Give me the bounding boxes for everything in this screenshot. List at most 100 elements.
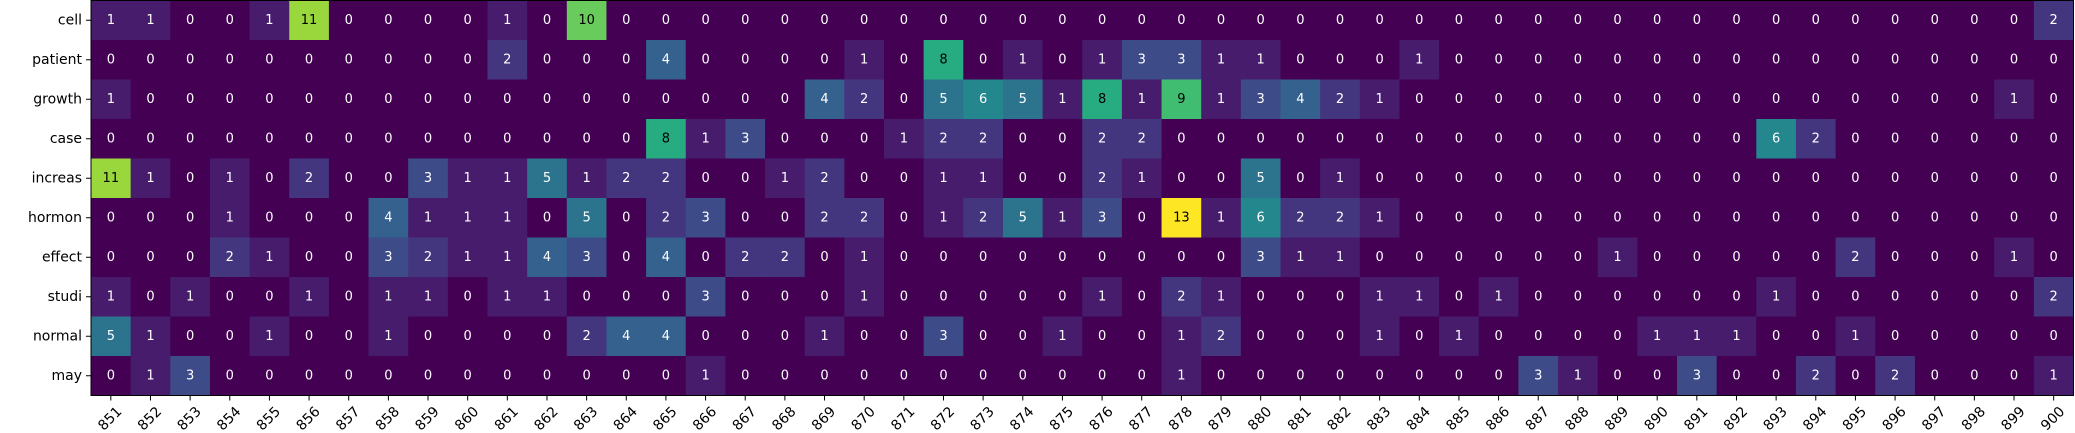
heatmap-cell-value: 0 bbox=[1970, 329, 1978, 344]
heatmap-cell-value: 0 bbox=[979, 368, 987, 383]
heatmap-cell bbox=[1359, 237, 1400, 278]
heatmap-cell bbox=[646, 0, 687, 41]
heatmap-cell bbox=[844, 277, 885, 317]
heatmap-cell-value: 1 bbox=[2010, 250, 2018, 265]
y-tick-label: effect bbox=[42, 249, 83, 265]
heatmap-cell bbox=[1320, 158, 1361, 199]
heatmap-cell-value: 0 bbox=[345, 250, 353, 265]
heatmap-cell-value: 0 bbox=[860, 329, 868, 344]
heatmap-cell-value: 0 bbox=[1812, 289, 1820, 304]
heatmap-cell bbox=[170, 237, 211, 278]
heatmap-cell-value: 0 bbox=[1217, 250, 1225, 265]
heatmap-cell bbox=[2033, 356, 2074, 396]
heatmap-cell-value: 5 bbox=[1019, 92, 1027, 107]
heatmap-cell bbox=[1677, 79, 1718, 120]
heatmap-cell-value: 0 bbox=[1891, 329, 1899, 344]
heatmap-cell bbox=[765, 198, 806, 238]
heatmap-cell-value: 0 bbox=[1891, 210, 1899, 225]
heatmap-cell bbox=[249, 158, 290, 199]
heatmap-cell-value: 0 bbox=[900, 289, 908, 304]
heatmap-cell bbox=[209, 277, 250, 317]
heatmap-cell bbox=[1161, 237, 1202, 278]
heatmap-cell bbox=[1240, 79, 1281, 120]
heatmap-cell bbox=[1677, 277, 1718, 317]
heatmap-cell bbox=[170, 40, 211, 80]
heatmap-cell-value: 1 bbox=[820, 329, 828, 344]
heatmap-cell bbox=[1677, 237, 1718, 278]
heatmap-cell bbox=[606, 277, 647, 317]
heatmap-cell-value: 0 bbox=[1336, 368, 1344, 383]
heatmap-cell bbox=[1201, 40, 1242, 80]
heatmap-cell-value: 0 bbox=[582, 131, 590, 146]
heatmap-cell bbox=[765, 0, 806, 41]
heatmap-cell-value: 1 bbox=[1257, 52, 1265, 67]
heatmap-cell bbox=[1478, 277, 1519, 317]
heatmap-cell bbox=[844, 316, 885, 357]
heatmap-cell-value: 0 bbox=[226, 289, 234, 304]
heatmap-cell bbox=[1201, 0, 1242, 41]
heatmap-cell bbox=[1121, 158, 1162, 199]
heatmap-cell bbox=[1716, 119, 1757, 159]
heatmap-cell-value: 0 bbox=[701, 13, 709, 28]
heatmap-cell bbox=[487, 198, 528, 238]
heatmap-cell-value: 0 bbox=[1534, 131, 1542, 146]
heatmap-cell bbox=[963, 40, 1004, 80]
heatmap-cell bbox=[447, 198, 488, 238]
heatmap-cell bbox=[1280, 119, 1321, 159]
heatmap-cell bbox=[1121, 237, 1162, 278]
heatmap-cell-value: 1 bbox=[503, 250, 511, 265]
heatmap-cell-value: 0 bbox=[662, 368, 670, 383]
heatmap-cell bbox=[1201, 119, 1242, 159]
heatmap-cell-value: 0 bbox=[1257, 289, 1265, 304]
heatmap-cell-value: 0 bbox=[2010, 210, 2018, 225]
heatmap-cell bbox=[249, 277, 290, 317]
heatmap-cell-value: 0 bbox=[1494, 13, 1502, 28]
heatmap-cell bbox=[1756, 40, 1797, 80]
heatmap-cell bbox=[1399, 158, 1440, 199]
heatmap-cell-value: 0 bbox=[1693, 131, 1701, 146]
heatmap-cell bbox=[289, 198, 330, 238]
heatmap-cell-value: 1 bbox=[384, 289, 392, 304]
heatmap-cell bbox=[1558, 356, 1599, 396]
heatmap-cell-value: 0 bbox=[1931, 210, 1939, 225]
heatmap-cell-value: 0 bbox=[305, 329, 313, 344]
heatmap-cell bbox=[1677, 198, 1718, 238]
heatmap-cell-value: 0 bbox=[1217, 171, 1225, 186]
heatmap-cell-value: 0 bbox=[1375, 171, 1383, 186]
heatmap-cell-value: 1 bbox=[2050, 368, 2058, 383]
heatmap-cell-value: 0 bbox=[2010, 289, 2018, 304]
heatmap-cell-value: 0 bbox=[1772, 329, 1780, 344]
heatmap-cell bbox=[487, 0, 528, 41]
heatmap-cell-value: 0 bbox=[900, 329, 908, 344]
heatmap-cell-value: 2 bbox=[939, 131, 947, 146]
heatmap-cell bbox=[1201, 356, 1242, 396]
heatmap-cell-value: 1 bbox=[146, 368, 154, 383]
heatmap-cell-value: 1 bbox=[781, 171, 789, 186]
heatmap-cell-value: 0 bbox=[384, 131, 392, 146]
heatmap-cell bbox=[1161, 316, 1202, 357]
heatmap-cell-value: 2 bbox=[1336, 92, 1344, 107]
heatmap-cell-value: 0 bbox=[1613, 52, 1621, 67]
heatmap-cell bbox=[1320, 79, 1361, 120]
heatmap-cell bbox=[1994, 79, 2035, 120]
heatmap-cell-value: 0 bbox=[1375, 368, 1383, 383]
heatmap-cell bbox=[1756, 356, 1797, 396]
heatmap-cell bbox=[408, 79, 449, 120]
heatmap-cell-value: 2 bbox=[1812, 368, 1820, 383]
heatmap-cell-value: 0 bbox=[305, 131, 313, 146]
heatmap-cell bbox=[289, 237, 330, 278]
heatmap-cell bbox=[91, 277, 132, 317]
heatmap-cell bbox=[1597, 79, 1638, 120]
heatmap-cell bbox=[1914, 198, 1955, 238]
heatmap-cell-value: 6 bbox=[1772, 131, 1780, 146]
heatmap-cell bbox=[1795, 198, 1836, 238]
heatmap-cell bbox=[963, 237, 1004, 278]
heatmap-cell bbox=[289, 79, 330, 120]
heatmap-cell bbox=[1558, 158, 1599, 199]
heatmap-cell-value: 1 bbox=[1336, 250, 1344, 265]
heatmap-cell-value: 2 bbox=[1812, 131, 1820, 146]
heatmap-cell bbox=[1795, 79, 1836, 120]
heatmap-cell-value: 0 bbox=[1931, 13, 1939, 28]
heatmap-cell-value: 1 bbox=[543, 289, 551, 304]
heatmap-cell bbox=[1280, 198, 1321, 238]
